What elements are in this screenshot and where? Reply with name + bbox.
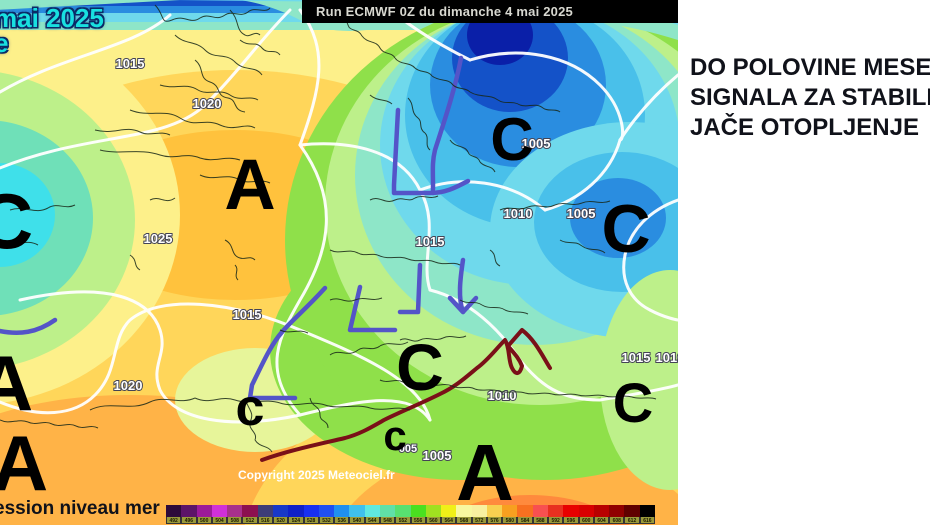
svg-text:1025: 1025	[144, 231, 173, 246]
svg-text:A: A	[224, 146, 275, 225]
svg-text:C: C	[490, 106, 533, 173]
svg-text:1010: 1010	[656, 350, 678, 365]
svg-text:1015: 1015	[116, 56, 145, 71]
svg-text:C: C	[0, 177, 33, 265]
svg-text:C: C	[396, 330, 444, 404]
svg-text:1015: 1015	[416, 234, 445, 249]
svg-text:c: c	[383, 412, 406, 459]
svg-text:1015: 1015	[233, 307, 262, 322]
svg-text:1020: 1020	[193, 96, 222, 111]
svg-text:1005: 1005	[567, 206, 596, 221]
svg-text:C: C	[601, 191, 650, 267]
svg-text:A: A	[0, 339, 33, 427]
svg-text:1015: 1015	[622, 350, 651, 365]
svg-text:1020: 1020	[114, 378, 143, 393]
svg-text:c: c	[236, 379, 265, 437]
svg-text:A: A	[0, 419, 48, 507]
svg-text:C: C	[613, 371, 653, 434]
svg-text:A: A	[456, 428, 514, 517]
svg-text:1005: 1005	[423, 448, 452, 463]
